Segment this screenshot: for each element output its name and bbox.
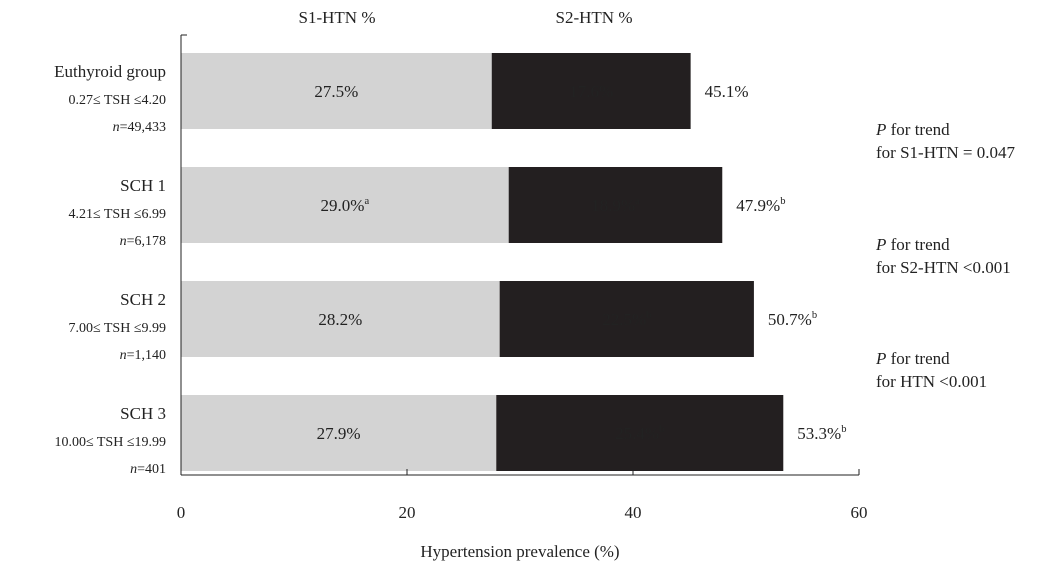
data-label-s2: 17.6% [569, 82, 613, 101]
p-trend-s2: P for trend for S2-HTN <0.001 [876, 233, 1011, 279]
p-italic: P [876, 349, 887, 368]
x-tick-label: 20 [399, 503, 416, 522]
bar-s1-htn [181, 167, 509, 243]
category-label: Euthyroid group [54, 62, 166, 81]
category-labels: Euthyroid group 0.27≤ TSH ≤4.20 n=49,433 SC… [54, 62, 166, 477]
bar-s1-htn [181, 53, 492, 129]
category-n: n=1,140 [120, 348, 166, 363]
category-label: SCH 3 [120, 404, 166, 423]
p-trend-label: for trend [886, 349, 950, 368]
category-n: n=401 [130, 462, 166, 477]
data-label-s1: 28.2% [318, 310, 362, 329]
data-label-s1: 29.0%a [321, 196, 370, 215]
category-range: 0.27≤ TSH ≤4.20 [68, 93, 166, 108]
category-label: SCH 1 [120, 176, 166, 195]
category-n: n=49,433 [113, 120, 166, 135]
data-label-s1: 27.9% [317, 424, 361, 443]
x-axis-title: Hypertension prevalence (%) [420, 542, 619, 561]
x-tick-label: 0 [177, 503, 186, 522]
total-label: 50.7%b [768, 310, 817, 329]
p-italic: P [876, 235, 887, 254]
category-range: 7.00≤ TSH ≤9.99 [68, 321, 166, 336]
category-range: 10.00≤ TSH ≤19.99 [54, 435, 166, 450]
data-label-s1: 27.5% [314, 82, 358, 101]
p-italic: P [876, 120, 887, 139]
data-label-s2: 25.4%b [615, 424, 664, 443]
p-trend-htn: P for trend for HTN <0.001 [876, 347, 987, 393]
bar-s2-htn [496, 395, 784, 471]
category-n: n=6,178 [120, 234, 166, 249]
bar-s1-htn [181, 281, 500, 357]
category-range: 4.21≤ TSH ≤6.99 [68, 207, 166, 222]
bar-s2-htn [508, 167, 723, 243]
data-label-s2: 22.5%b [602, 310, 651, 329]
total-label: 53.3%b [797, 424, 846, 443]
total-label: 47.9%b [736, 196, 785, 215]
legend: S1-HTN % S2-HTN % [299, 8, 633, 27]
legend-s1-htn: S1-HTN % [299, 8, 376, 27]
x-tick-label: 40 [625, 503, 642, 522]
p-trend-s1: P for trend for S1-HTN = 0.047 [876, 118, 1015, 164]
p-trend-value: for HTN <0.001 [876, 372, 988, 391]
legend-s2-htn: S2-HTN % [556, 8, 633, 27]
p-trend-label: for trend [886, 120, 950, 139]
p-trend-label: for trend [886, 235, 950, 254]
p-trend-value: for S1-HTN = 0.047 [876, 143, 1015, 162]
p-trend-value: for S2-HTN <0.001 [876, 258, 1011, 277]
bar-s1-htn [181, 395, 497, 471]
category-label: SCH 2 [120, 290, 166, 309]
data-label-s2: 18.9%a [591, 196, 640, 215]
bar-s2-htn [491, 53, 691, 129]
bar-s2-htn [499, 281, 754, 357]
x-tick-label: 60 [851, 503, 868, 522]
axes: 0 20 40 60 Hypertension prevalence (%) [177, 34, 868, 561]
total-label: 45.1% [705, 82, 749, 101]
bars-layer: 27.5% 17.6% 45.1% 29.0%a 18.9%a 47.9%b 28.2% 22… [181, 53, 846, 471]
